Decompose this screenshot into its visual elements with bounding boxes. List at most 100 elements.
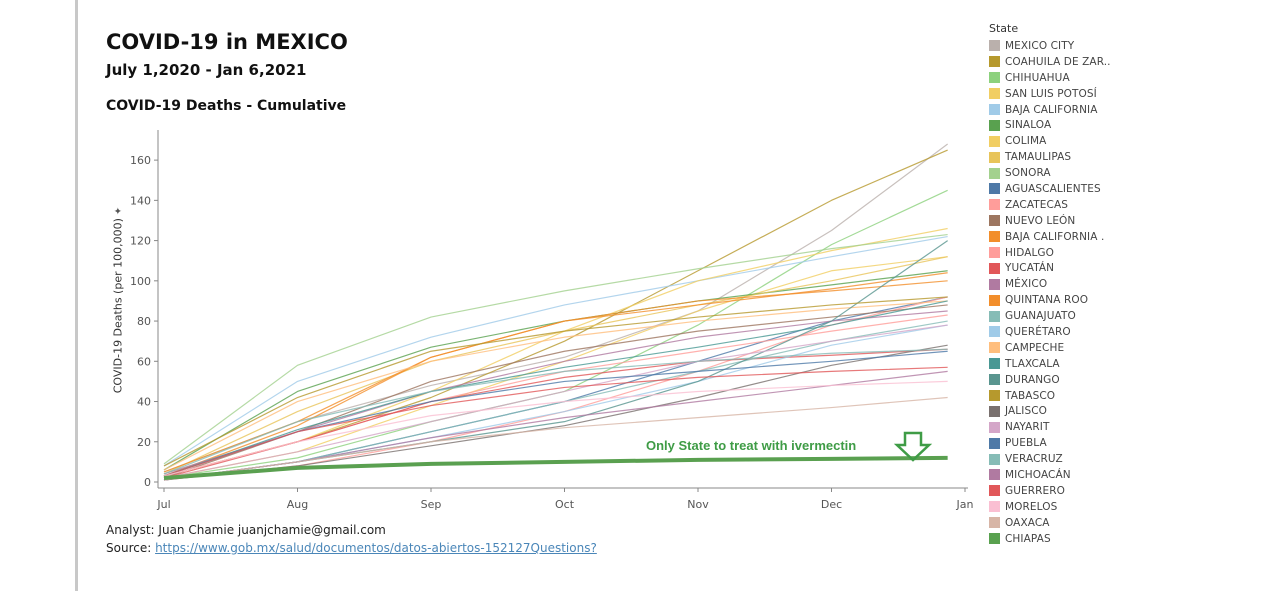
line-chart[interactable]: 0 20 40 60 80 100 120 140 160 Jul Aug Sep Oct Nov Dec J… [0,0,980,520]
y-tick-label: 100 [130,275,151,288]
legend-swatch [989,485,1000,497]
legend-label: SONORA [1005,167,1051,180]
legend-swatch [989,215,1000,227]
legend-swatch [989,533,1000,545]
x-tick-label: Dec [821,498,842,511]
legend-swatch [989,247,1000,259]
legend-swatch [989,135,1000,147]
legend-label: NAYARIT [1005,421,1050,434]
series-line-tabasco[interactable] [163,296,948,467]
legend-item[interactable]: JALISCO [989,403,1139,419]
series-line-oaxaca[interactable] [163,396,948,481]
legend-item[interactable]: MORELOS [989,499,1139,515]
series-line-nayarit[interactable] [163,324,948,479]
legend-label: AGUASCALIENTES [1005,182,1101,195]
legend-label: VERACRUZ [1005,453,1063,466]
questions-link[interactable]: Questions? [530,541,597,555]
legend-item[interactable]: NAYARIT [989,419,1139,435]
series-line-baja-california[interactable] [163,235,948,467]
legend-item[interactable]: PUEBLA [989,435,1139,451]
legend-swatch [989,294,1000,306]
x-tick-label: Jan [956,498,974,511]
legend-item[interactable]: SAN LUIS POTOSÍ [989,86,1139,102]
y-tick-label: 160 [130,154,151,167]
legend-item[interactable]: QUERÉTARO [989,324,1139,340]
legend-item[interactable]: VERACRUZ [989,451,1139,467]
left-border [75,0,78,591]
y-tick-label: 20 [137,436,151,449]
legend-item[interactable]: HIDALGO [989,245,1139,261]
legend-label: ZACATECAS [1005,198,1069,211]
legend-label: BAJA CALIFORNIA [1005,103,1098,116]
x-tick-label: Aug [287,498,308,511]
legend-title: State [989,22,1019,35]
legend-swatch [989,183,1000,195]
series-line-guerrero[interactable] [163,366,948,477]
legend-swatch [989,104,1000,115]
series-line-chiapas[interactable] [163,455,948,480]
legend-item[interactable]: ZACATECAS [989,197,1139,213]
legend-label: SINALOA [1005,119,1052,132]
legend-swatch [989,374,1000,386]
legend-label: TLAXCALA [1005,357,1060,370]
legend-label: HIDALGO [1005,246,1055,259]
legend-label: SAN LUIS POTOSÍ [1005,87,1097,100]
y-tick-label: 80 [137,315,151,328]
series-line-veracruz[interactable] [163,348,948,475]
legend-label: GUANAJUATO [1005,310,1076,323]
legend-label: BAJA CALIFORNIA . [1005,230,1105,243]
legend-item[interactable]: OAXACA [989,515,1139,531]
legend-label: NUEVO LEÓN [1005,214,1076,227]
analyst-credit: Analyst: Juan Chamie juanjchamie@gmail.c… [106,523,386,537]
series-line-jalisco[interactable] [163,344,948,481]
legend-item[interactable]: MÉXICO [989,276,1139,292]
ivermectin-annotation: Only State to treat with ivermectin [646,438,856,453]
series-line-morelos[interactable] [163,380,948,477]
legend-item[interactable]: DURANGO [989,372,1139,388]
state-legend: State MEXICO CITY COAHUILA DE ZAR.. CHIHUA… [989,22,1139,547]
legend-swatch [989,469,1000,481]
legend-item[interactable]: SONORA [989,165,1139,181]
y-tick-label: 140 [130,194,151,207]
legend-swatch [989,326,1000,338]
legend-item[interactable]: SINALOA [989,117,1139,133]
legend-swatch [989,517,1000,529]
series-line-sonora[interactable] [163,233,948,465]
series-line-campeche[interactable] [163,300,948,471]
legend-item[interactable]: COLIMA [989,133,1139,149]
legend-item[interactable]: GUANAJUATO [989,308,1139,324]
down-arrow-icon [893,431,933,462]
legend-item[interactable]: CAMPECHE [989,340,1139,356]
legend-item[interactable]: TLAXCALA [989,356,1139,372]
legend-item[interactable]: TABASCO [989,388,1139,404]
legend-label: DURANGO [1005,373,1060,386]
legend-item[interactable]: TAMAULIPAS [989,149,1139,165]
legend-swatch [989,56,1000,68]
legend-item[interactable]: CHIHUAHUA [989,70,1139,86]
legend-swatch [989,199,1000,211]
legend-swatch [989,40,1000,52]
legend-item[interactable]: CHIAPAS [989,531,1139,547]
legend-item[interactable]: MICHOACÁN [989,467,1139,483]
legend-swatch [989,390,1000,402]
legend-item[interactable]: MEXICO CITY [989,38,1139,54]
series-line-tlaxcala[interactable] [163,300,948,477]
legend-label: COAHUILA DE ZAR.. [1005,55,1111,68]
legend-swatch [989,437,1000,449]
legend-item[interactable]: COAHUILA DE ZAR.. [989,54,1139,70]
legend-item[interactable]: YUCATÁN [989,260,1139,276]
legend-label: MÉXICO [1005,278,1048,291]
legend-item[interactable]: BAJA CALIFORNIA . [989,229,1139,245]
legend-item[interactable]: AGUASCALIENTES [989,181,1139,197]
legend-swatch [989,278,1000,290]
legend-swatch [989,358,1000,370]
legend-label: TABASCO [1005,389,1056,402]
source-link[interactable]: https://www.gob.mx/salud/documentos/dato… [155,541,531,555]
legend-label: GUERRERO [1005,484,1066,497]
legend-item[interactable]: GUERRERO [989,483,1139,499]
legend-item[interactable]: QUINTANA ROO [989,292,1139,308]
legend-label: CAMPECHE [1005,341,1065,354]
legend-item[interactable]: NUEVO LEÓN [989,213,1139,229]
legend-swatch [989,167,1000,179]
legend-item[interactable]: BAJA CALIFORNIA [989,102,1139,118]
